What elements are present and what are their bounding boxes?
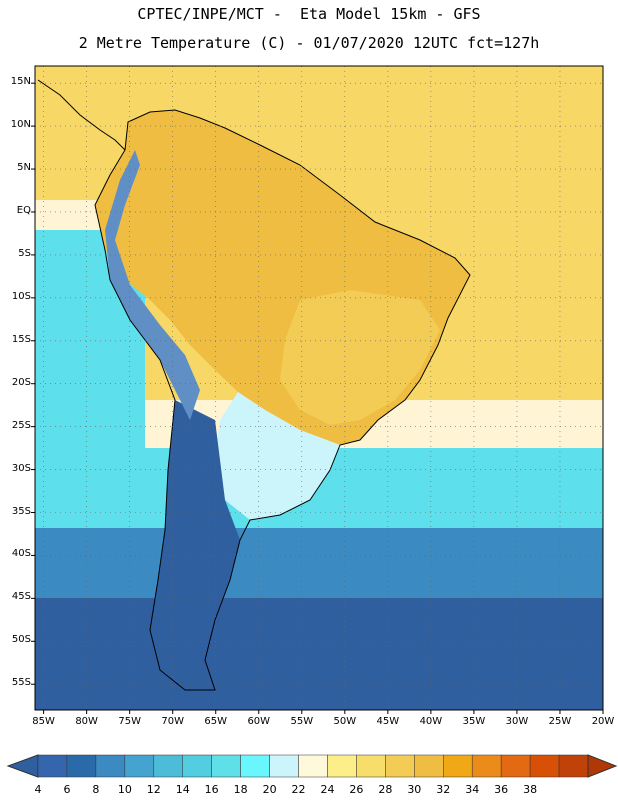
colorbar-swatch (298, 754, 328, 778)
lat-label: 25S (11, 419, 31, 431)
lon-label: 20W (591, 716, 615, 727)
lat-label: 15S (11, 333, 31, 345)
land-pampa-mild (215, 392, 340, 520)
lat-label: 55S (11, 677, 31, 689)
lat-label: 40S (11, 548, 31, 560)
colorbar-label: 22 (291, 783, 306, 796)
colorbar-label: 4 (34, 783, 42, 796)
colorbar-swatch (327, 754, 357, 778)
colorbar-label: 6 (63, 783, 71, 796)
colorbar-swatch (500, 754, 531, 778)
colorbar-swatch (182, 754, 212, 778)
colorbar-label: 14 (175, 783, 190, 796)
lat-label: 5N (17, 162, 31, 174)
lat-label: 35S (11, 505, 31, 517)
colorbar-label: 38 (523, 783, 538, 796)
colorbar-swatch (356, 754, 386, 778)
map-title-line-1: CPTEC/INPE/MCT - Eta Model 15km - GFS (137, 5, 481, 23)
colorbar-label: 28 (378, 783, 393, 796)
colorbar-label: 36 (494, 783, 509, 796)
colorbar-label: 24 (320, 783, 335, 796)
colorbar-label: 20 (262, 783, 277, 796)
colorbar-swatch (211, 754, 241, 778)
land-andes-ridge (105, 150, 200, 420)
lon-label: 45W (376, 716, 400, 727)
lat-label: 45S (11, 591, 31, 603)
colorbar-swatch (414, 754, 444, 778)
colorbar-label: 8 (92, 783, 100, 796)
colorbar-swatch (471, 754, 502, 778)
south-america-coastline (94, 109, 471, 691)
ocean-band-cold (35, 528, 603, 598)
lat-label: 20S (11, 376, 31, 388)
colorbar-label: 10 (117, 783, 132, 796)
lat-label: 5S (18, 247, 31, 259)
temperature-field (35, 66, 603, 710)
colorbar-label: 34 (465, 783, 480, 796)
colorbar-label: 12 (146, 783, 161, 796)
lon-label: 65W (204, 716, 228, 727)
land-brazil-warm (280, 290, 440, 425)
lon-label: 60W (247, 716, 271, 727)
colorbar-swatch (558, 754, 589, 778)
colorbar-high-arrow (587, 754, 618, 778)
lat-label: EQ (16, 204, 31, 216)
lat-label: 50S (11, 634, 31, 646)
lon-label: 50W (333, 716, 357, 727)
lat-label: 30S (11, 462, 31, 474)
lon-label: 70W (161, 716, 184, 727)
lon-label: 25W (548, 716, 572, 727)
lon-label: 35W (462, 716, 486, 727)
lon-label: 80W (75, 716, 98, 727)
colorbar-label: 16 (204, 783, 219, 796)
colorbar-label: 26 (349, 783, 364, 796)
colorbar-swatch (240, 754, 270, 778)
lat-label: 10S (11, 290, 31, 302)
map-title-line-2: 2 Metre Temperature (C) - 01/07/2020 12U… (78, 34, 540, 52)
central-america-coastline (37, 79, 126, 151)
lon-label: 55W (290, 716, 314, 727)
colorbar (6, 754, 618, 778)
lat-label: 15N (10, 76, 31, 88)
lat-label: 10N (10, 119, 31, 131)
colorbar-swatch (385, 754, 415, 778)
lon-label: 75W (118, 716, 141, 727)
lon-label: 40W (419, 716, 443, 727)
colorbar-swatch (529, 754, 560, 778)
colorbar-label: 32 (436, 783, 451, 796)
lon-label: 85W (32, 716, 55, 727)
ocean-band-polar (35, 598, 603, 710)
lat-lon-grid (31, 66, 604, 714)
colorbar-swatch (153, 754, 183, 778)
colorbar-low-arrow (6, 754, 39, 778)
colorbar-swatch (66, 754, 97, 778)
colorbar-swatch (269, 754, 299, 778)
lon-label: 30W (505, 716, 529, 727)
map-frame (34, 65, 604, 711)
colorbar-label: 18 (233, 783, 248, 796)
colorbar-swatch (443, 754, 473, 778)
colorbar-swatch (124, 754, 155, 778)
land-patagonia-cold (150, 400, 240, 690)
colorbar-swatch (37, 754, 68, 778)
colorbar-swatch (95, 754, 126, 778)
colorbar-label: 30 (407, 783, 422, 796)
